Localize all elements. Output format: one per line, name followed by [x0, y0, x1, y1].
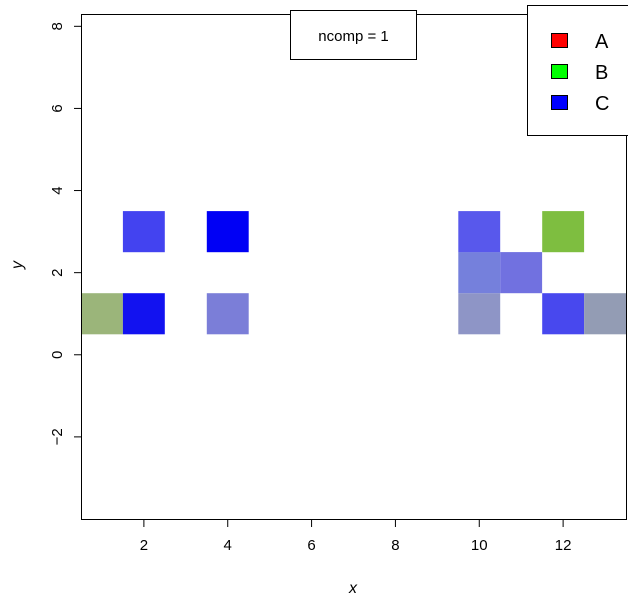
heatmap-cell: [122, 293, 165, 335]
legend: ABC: [527, 5, 628, 136]
x-tick-label: 4: [224, 537, 232, 554]
legend-frame: [527, 5, 628, 136]
legend-label: A: [595, 31, 609, 53]
x-tick-label: 12: [555, 537, 572, 554]
heatmap-cell: [81, 293, 123, 335]
legend-swatch: [551, 95, 568, 110]
y-tick-label: 8: [49, 22, 66, 30]
y-tick-label: 6: [49, 104, 66, 112]
y-axis-title: y: [9, 260, 26, 270]
heatmap-cell: [584, 293, 626, 335]
heatmap-cell: [542, 293, 585, 335]
heatmap-cell: [206, 293, 249, 335]
x-tick-label: 10: [471, 537, 488, 554]
heatmap-cell: [458, 252, 501, 294]
heatmap-cell: [542, 211, 585, 253]
heatmap-cell: [122, 211, 165, 253]
y-tick-label: −2: [49, 428, 66, 445]
legend-label: B: [595, 62, 608, 84]
legend-swatch: [551, 64, 568, 79]
x-tick-label: 8: [391, 537, 399, 554]
x-axis: 2 4 6 8 10 12: [140, 519, 572, 554]
legend-label: C: [595, 93, 609, 115]
annotation-frame: [290, 10, 417, 60]
heatmap-cell: [458, 293, 501, 335]
annotation-box: ncomp = 1: [290, 10, 417, 60]
heatmap-cell: [206, 211, 249, 253]
heatmap-cell: [500, 252, 543, 294]
heatmap-cells: [81, 211, 626, 335]
y-tick-label: 0: [49, 351, 66, 359]
x-tick-label: 6: [307, 537, 315, 554]
x-tick-label: 2: [140, 537, 148, 554]
y-axis: −2 0 2 4 6 8: [49, 22, 82, 445]
heatmap-cell: [458, 211, 501, 253]
x-axis-title: x: [348, 580, 358, 597]
y-tick-label: 2: [49, 268, 66, 276]
legend-swatch: [551, 33, 568, 48]
y-tick-label: 4: [49, 186, 66, 194]
annotation-label: ncomp = 1: [318, 28, 388, 45]
